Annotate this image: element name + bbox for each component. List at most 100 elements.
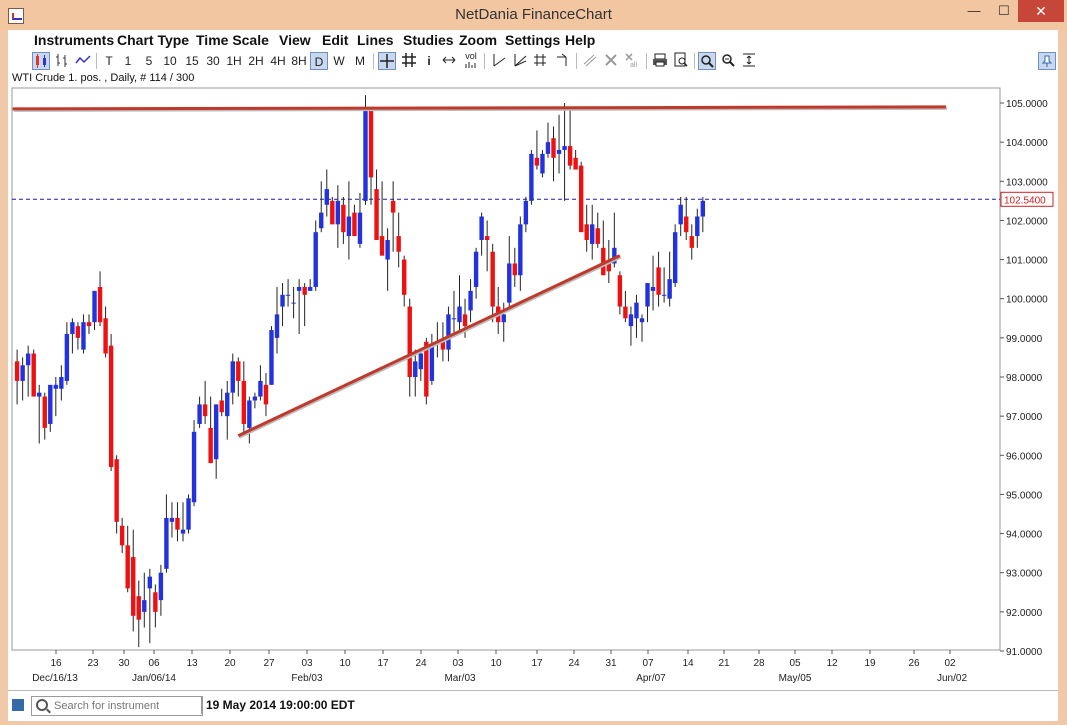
candle-down bbox=[623, 306, 628, 319]
x-day-label: 17 bbox=[531, 658, 543, 669]
y-tick-label: 102.0000 bbox=[1006, 216, 1048, 227]
candle-down bbox=[368, 106, 374, 178]
window-title: NetDania FinanceChart bbox=[455, 6, 612, 23]
y-tick-label: 104.0000 bbox=[1006, 138, 1048, 149]
search-input[interactable] bbox=[52, 698, 201, 714]
x-day-label: 28 bbox=[753, 658, 765, 669]
candle-up bbox=[70, 322, 75, 334]
candle-up bbox=[501, 314, 506, 323]
menu-instruments[interactable]: Instruments bbox=[34, 32, 115, 48]
menu-lines[interactable]: Lines bbox=[357, 32, 394, 48]
candle-down bbox=[263, 384, 269, 405]
timescale-30m[interactable]: 30 bbox=[206, 54, 220, 68]
candle-up bbox=[457, 306, 462, 323]
fit-icon[interactable] bbox=[740, 52, 758, 70]
timescale-10m[interactable]: 10 bbox=[163, 54, 177, 68]
delete-all-icon[interactable]: all bbox=[623, 52, 641, 70]
arrow-icon[interactable] bbox=[553, 52, 571, 70]
timescale-weekly[interactable]: W bbox=[333, 54, 345, 68]
pin-icon[interactable] bbox=[1038, 52, 1056, 70]
volume-icon[interactable]: vol bbox=[462, 52, 480, 70]
candle-down bbox=[302, 286, 307, 295]
timescale-1m[interactable]: 1 bbox=[124, 54, 132, 68]
candle-down bbox=[219, 400, 224, 413]
candle-down bbox=[202, 404, 208, 417]
current-price-label: 102.5400 bbox=[1004, 195, 1046, 206]
candle-down bbox=[175, 517, 180, 530]
trendline-icon[interactable] bbox=[490, 52, 508, 70]
candle-up bbox=[20, 365, 25, 381]
candles-icon[interactable] bbox=[32, 52, 50, 70]
print-preview-icon[interactable] bbox=[672, 52, 690, 70]
minimize-button[interactable]: — bbox=[967, 3, 981, 18]
candle-up bbox=[346, 216, 352, 237]
menu-chart-type[interactable]: Chart Type bbox=[117, 32, 190, 48]
candle-down bbox=[241, 380, 247, 424]
maximize-button[interactable]: ☐ bbox=[998, 3, 1010, 18]
x-day-label: 20 bbox=[224, 658, 236, 669]
zoom-icon[interactable] bbox=[698, 52, 716, 70]
menu-view[interactable]: View bbox=[279, 32, 311, 48]
candle-up bbox=[307, 286, 313, 291]
candle-up bbox=[158, 572, 164, 601]
candle-up bbox=[468, 290, 473, 311]
menu-time-scale[interactable]: Time Scale bbox=[196, 32, 269, 48]
menu-help[interactable]: Help bbox=[565, 32, 596, 48]
candle-down bbox=[125, 545, 130, 589]
x-day-label: 17 bbox=[377, 658, 389, 669]
delete-icon[interactable] bbox=[602, 52, 620, 70]
timescale-monthly[interactable]: M bbox=[355, 54, 365, 68]
candle-up bbox=[230, 361, 235, 393]
info-icon[interactable]: i bbox=[427, 54, 431, 68]
candle-down bbox=[606, 263, 612, 272]
x-day-label: 19 bbox=[864, 658, 876, 669]
grid-icon[interactable] bbox=[400, 52, 418, 70]
candlestick-chart[interactable]: 105.0000 104.0000 103.0000 102.0000 101.0000… bbox=[8, 86, 1058, 690]
y-tick-label: 98.0000 bbox=[1006, 373, 1043, 384]
trendline-shadow bbox=[238, 256, 622, 439]
fib-icon[interactable] bbox=[532, 52, 550, 70]
search-box[interactable] bbox=[31, 696, 203, 716]
timescale-daily[interactable]: D bbox=[310, 52, 328, 70]
bars-icon[interactable] bbox=[53, 52, 71, 70]
print-icon[interactable] bbox=[651, 52, 669, 70]
timescale-4h[interactable]: 4H bbox=[270, 54, 286, 68]
candle-up bbox=[274, 314, 280, 338]
timescale-15m[interactable]: 15 bbox=[185, 54, 199, 68]
chart-area[interactable]: 105.0000 104.0000 103.0000 102.0000 101.0000… bbox=[8, 86, 1058, 690]
y-tick-label: 101.0000 bbox=[1006, 256, 1048, 267]
timescale-tick[interactable]: T bbox=[105, 54, 113, 68]
y-tick-label: 103.0000 bbox=[1006, 177, 1048, 188]
volume-label: vol bbox=[465, 51, 477, 61]
menu-zoom[interactable]: Zoom bbox=[459, 32, 498, 48]
candle-down bbox=[341, 204, 346, 233]
title-bar[interactable]: NetDania FinanceChart — ☐ ✕ bbox=[0, 0, 1067, 30]
menu-settings[interactable]: Settings bbox=[505, 32, 561, 48]
candle-up bbox=[313, 232, 318, 287]
candle-up bbox=[247, 400, 252, 428]
line-chart-icon[interactable] bbox=[74, 52, 92, 70]
close-button[interactable]: ✕ bbox=[1018, 0, 1064, 22]
timescale-2h[interactable]: 2H bbox=[248, 54, 264, 68]
candle-down bbox=[153, 592, 158, 612]
crosshair-icon[interactable] bbox=[378, 52, 396, 70]
fan-icon[interactable] bbox=[511, 52, 529, 70]
instrument-square-icon[interactable] bbox=[12, 699, 24, 711]
candle-up bbox=[191, 431, 197, 503]
trendline-support bbox=[237, 254, 621, 438]
menu-studies[interactable]: Studies bbox=[403, 32, 454, 48]
candle-up bbox=[296, 286, 302, 291]
search-icon bbox=[36, 699, 48, 711]
x-day-label: 24 bbox=[568, 658, 580, 669]
timescale-8h[interactable]: 8H bbox=[291, 54, 307, 68]
menu-edit[interactable]: Edit bbox=[322, 32, 349, 48]
pen-icon[interactable] bbox=[581, 52, 599, 70]
x-day-label: 06 bbox=[148, 658, 160, 669]
x-month-label: Dec/16/13 bbox=[32, 673, 78, 684]
x-month-label: Jan/06/14 bbox=[132, 673, 176, 684]
timescale-1h[interactable]: 1H bbox=[226, 54, 242, 68]
timescale-5m[interactable]: 5 bbox=[145, 54, 153, 68]
scroll-icon[interactable] bbox=[440, 52, 458, 70]
zoom-out-icon[interactable] bbox=[719, 52, 737, 70]
x-day-label: 02 bbox=[944, 658, 956, 669]
